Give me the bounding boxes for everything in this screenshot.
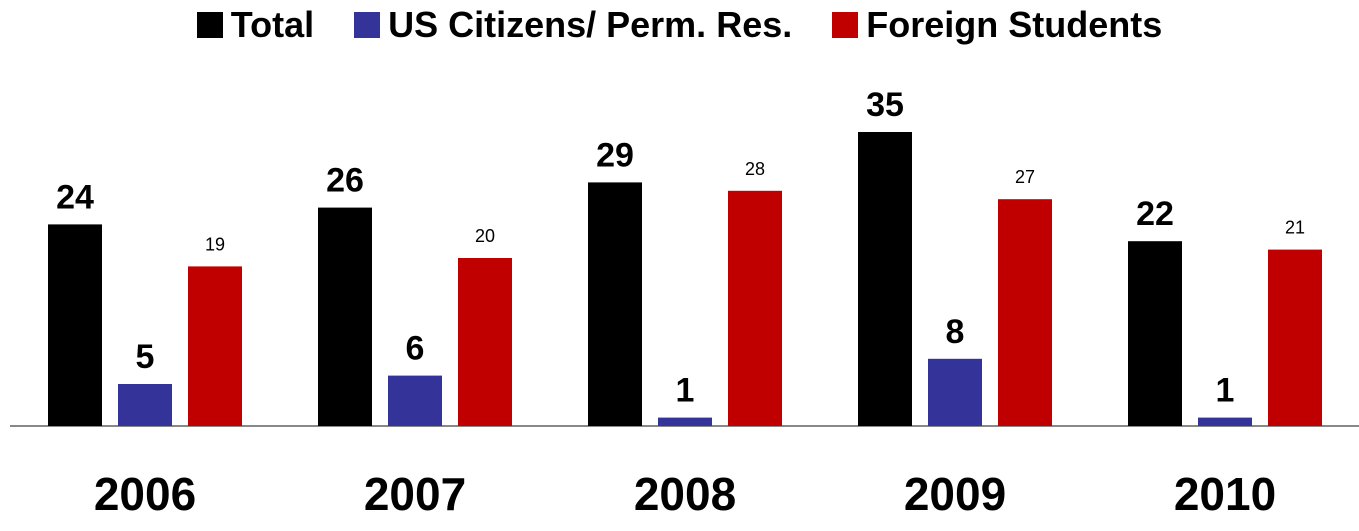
data-label-foreign-students-2008: 28 bbox=[745, 159, 765, 179]
bar-foreign-students-2007 bbox=[458, 258, 512, 426]
category-label-2009: 2009 bbox=[904, 468, 1006, 520]
bar-foreign-students-2008 bbox=[728, 190, 782, 426]
bar-us-citizens-perm-res-2009 bbox=[928, 358, 982, 426]
legend-item-us-citizens: US Citizens/ Perm. Res. bbox=[354, 4, 792, 46]
bar-total-2010 bbox=[1128, 241, 1182, 426]
bar-foreign-students-2009 bbox=[998, 199, 1052, 426]
legend-item-total: Total bbox=[196, 4, 315, 46]
data-label-foreign-students-2006: 19 bbox=[205, 234, 225, 254]
data-label-foreign-students-2007: 20 bbox=[475, 226, 495, 246]
bar-total-2009 bbox=[858, 132, 912, 426]
data-label-us-citizens-perm-res-2007: 6 bbox=[406, 330, 425, 368]
data-label-us-citizens-perm-res-2008: 1 bbox=[676, 372, 695, 410]
bar-foreign-students-2006 bbox=[188, 266, 242, 426]
bar-total-2006 bbox=[48, 224, 102, 426]
data-label-us-citizens-perm-res-2009: 8 bbox=[946, 313, 965, 351]
data-label-foreign-students-2010: 21 bbox=[1285, 218, 1305, 238]
legend-swatch-total bbox=[196, 12, 223, 38]
category-label-2007: 2007 bbox=[364, 468, 466, 520]
legend-item-foreign-students: Foreign Students bbox=[832, 4, 1162, 46]
data-label-total-2010: 22 bbox=[1136, 195, 1174, 233]
data-label-us-citizens-perm-res-2010: 1 bbox=[1216, 372, 1235, 410]
bar-us-citizens-perm-res-2008 bbox=[658, 417, 712, 426]
category-label-2010: 2010 bbox=[1174, 468, 1276, 520]
legend-swatch-foreign-students bbox=[832, 12, 859, 38]
category-label-2006: 2006 bbox=[94, 468, 196, 520]
bar-total-2007 bbox=[318, 207, 372, 426]
legend-label-us-citizens: US Citizens/ Perm. Res. bbox=[388, 4, 793, 45]
data-label-total-2008: 29 bbox=[596, 136, 634, 174]
legend-label-foreign-students: Foreign Students bbox=[866, 4, 1163, 45]
bar-us-citizens-perm-res-2007 bbox=[388, 375, 442, 426]
data-label-total-2006: 24 bbox=[56, 178, 94, 216]
data-label-us-citizens-perm-res-2006: 5 bbox=[136, 338, 155, 376]
legend: Total US Citizens/ Perm. Res. Foreign St… bbox=[0, 4, 1359, 46]
data-label-total-2009: 35 bbox=[866, 86, 904, 124]
legend-swatch-us-citizens bbox=[354, 12, 381, 38]
bar-us-citizens-perm-res-2010 bbox=[1198, 417, 1252, 426]
bar-foreign-students-2010 bbox=[1268, 249, 1322, 426]
data-label-total-2007: 26 bbox=[326, 162, 364, 200]
category-label-2008: 2008 bbox=[634, 468, 736, 520]
data-label-foreign-students-2009: 27 bbox=[1015, 167, 1035, 187]
bar-total-2008 bbox=[588, 182, 642, 426]
legend-label-total: Total bbox=[230, 4, 315, 45]
bar-us-citizens-perm-res-2006 bbox=[118, 384, 172, 426]
